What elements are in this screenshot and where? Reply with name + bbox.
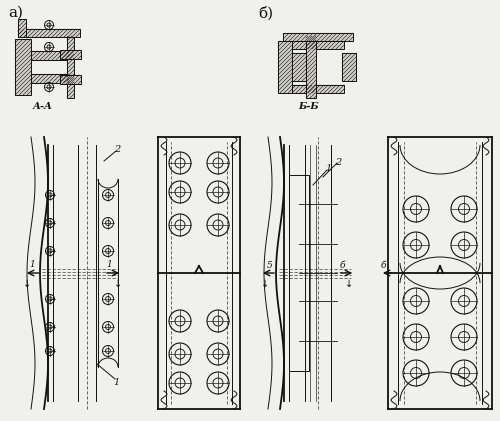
- Bar: [18, 29, 80, 37]
- Bar: [67, 36, 74, 98]
- Text: 1: 1: [29, 260, 35, 269]
- Bar: [18, 19, 26, 37]
- Bar: [31, 74, 69, 83]
- Bar: [289, 175, 309, 371]
- Text: 1: 1: [113, 378, 119, 387]
- Text: 5: 5: [267, 261, 273, 270]
- Bar: [60, 50, 81, 59]
- Text: б): б): [258, 6, 273, 20]
- Text: А-А: А-А: [33, 102, 53, 111]
- Text: 2: 2: [114, 145, 120, 154]
- Text: ↓: ↓: [114, 279, 122, 289]
- Bar: [15, 39, 31, 95]
- Bar: [283, 33, 353, 41]
- Bar: [292, 53, 306, 81]
- Text: ↓: ↓: [261, 279, 269, 289]
- Bar: [31, 51, 69, 60]
- Text: б: б: [381, 261, 386, 270]
- Text: б: б: [340, 261, 345, 270]
- Bar: [306, 36, 316, 98]
- Bar: [292, 85, 344, 93]
- Text: ↓: ↓: [23, 279, 31, 289]
- Text: 1: 1: [106, 260, 112, 269]
- Text: ↓: ↓: [345, 279, 353, 289]
- Text: 2: 2: [335, 158, 341, 167]
- Bar: [292, 41, 344, 49]
- Bar: [60, 75, 81, 84]
- Bar: [342, 53, 356, 81]
- Text: 1: 1: [325, 164, 331, 173]
- Text: а): а): [8, 6, 23, 20]
- Text: Б-Б: Б-Б: [298, 102, 319, 111]
- Bar: [278, 41, 292, 93]
